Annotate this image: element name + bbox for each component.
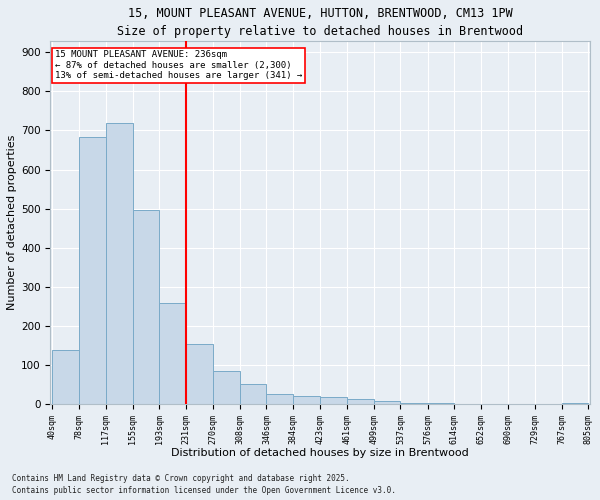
- Bar: [293, 396, 320, 404]
- X-axis label: Distribution of detached houses by size in Brentwood: Distribution of detached houses by size …: [171, 448, 469, 458]
- Bar: [159, 304, 186, 404]
- Bar: [186, 344, 213, 404]
- Bar: [240, 384, 266, 404]
- Bar: [320, 397, 347, 404]
- Text: Contains HM Land Registry data © Crown copyright and database right 2025.
Contai: Contains HM Land Registry data © Crown c…: [12, 474, 396, 495]
- Bar: [400, 403, 428, 404]
- Bar: [266, 394, 293, 404]
- Bar: [374, 401, 400, 404]
- Y-axis label: Number of detached properties: Number of detached properties: [7, 134, 17, 310]
- Bar: [106, 124, 133, 404]
- Bar: [79, 138, 106, 404]
- Bar: [347, 400, 374, 404]
- Bar: [52, 350, 79, 404]
- Text: 15 MOUNT PLEASANT AVENUE: 236sqm
← 87% of detached houses are smaller (2,300)
13: 15 MOUNT PLEASANT AVENUE: 236sqm ← 87% o…: [55, 50, 302, 80]
- Title: 15, MOUNT PLEASANT AVENUE, HUTTON, BRENTWOOD, CM13 1PW
Size of property relative: 15, MOUNT PLEASANT AVENUE, HUTTON, BRENT…: [117, 7, 523, 38]
- Bar: [133, 210, 159, 404]
- Bar: [213, 371, 240, 404]
